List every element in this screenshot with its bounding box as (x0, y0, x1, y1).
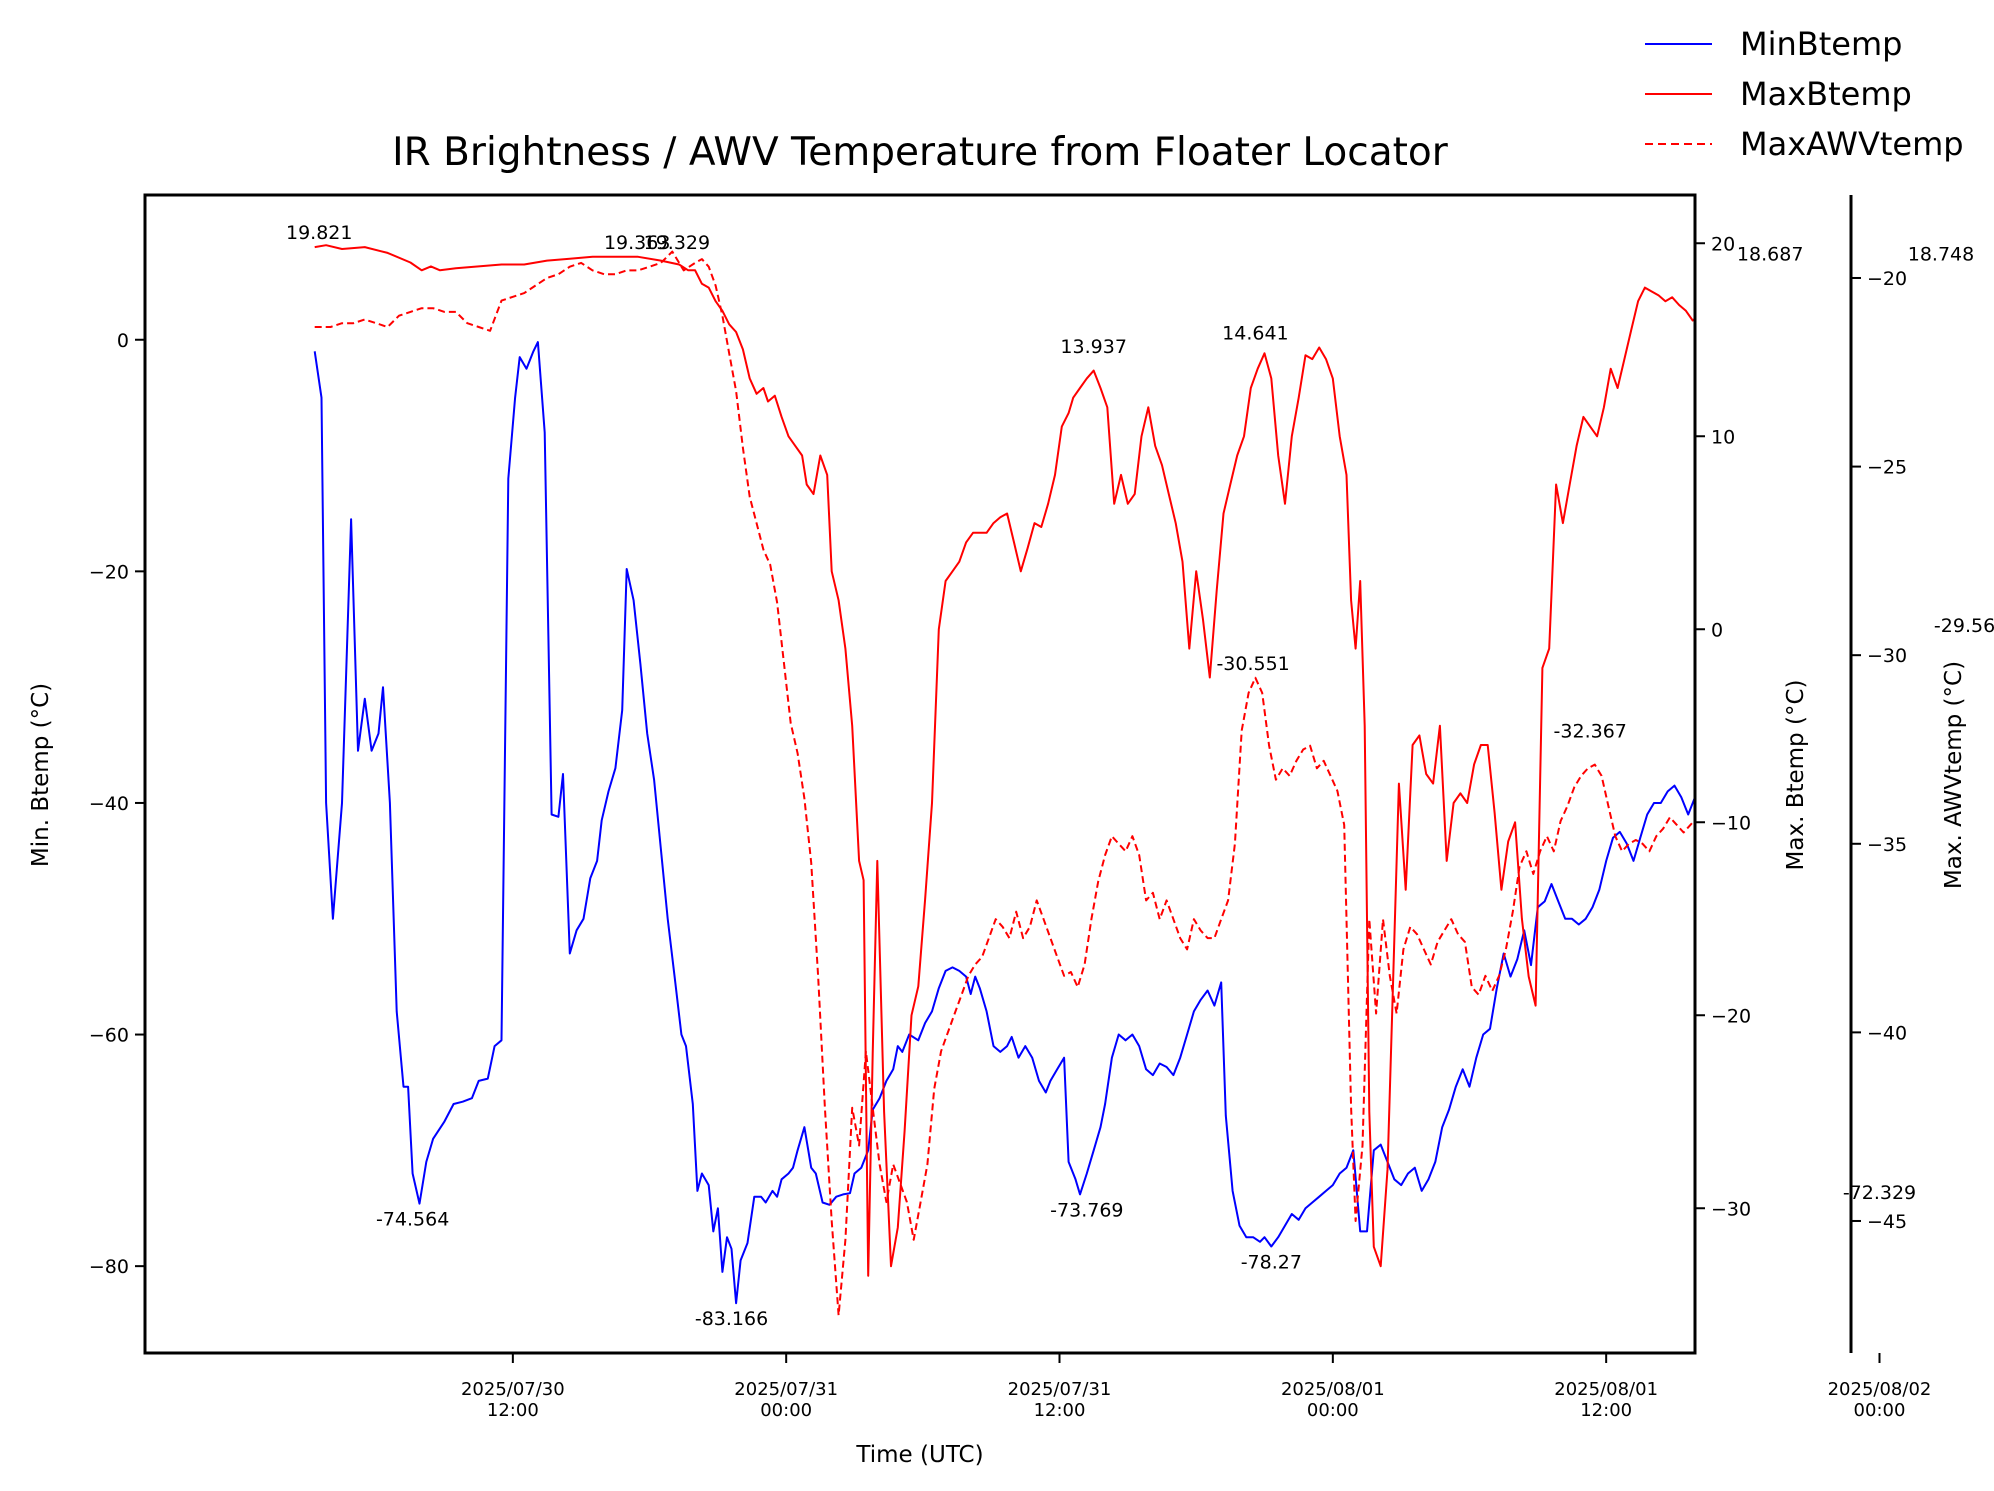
right-tick-label: −20 (1711, 1005, 1751, 1027)
far-right-axis-ticks: −20 −25 −30 −35 −40 −45 (1851, 268, 1907, 1233)
series-line-maxawvtemp (314, 250, 1695, 1317)
left-axis-label: Min. Btemp (°C) (28, 683, 54, 867)
left-tick-label: −40 (89, 793, 129, 815)
right-axis-label: Max. Btemp (°C) (1783, 680, 1809, 871)
left-axis-ticks: 0 −20 −40 −60 −80 (89, 330, 145, 1278)
legend-label-maxbtemp: MaxBtemp (1740, 75, 1912, 113)
plot-frame (143, 193, 1697, 1355)
data-label: -72.329 (1843, 1182, 1916, 1204)
far-right-tick-label: −40 (1867, 1022, 1907, 1044)
x-tick-label: 2025/08/01 00:00 (1281, 1379, 1385, 1421)
right-tick-label: 10 (1711, 426, 1735, 448)
data-label: 13.937 (1060, 336, 1126, 358)
right-axis-ticks: 20 10 0 −10 −20 −30 (1695, 233, 1751, 1220)
far-right-tick-label: −20 (1867, 268, 1907, 290)
data-label: 18.687 (1737, 243, 1803, 265)
data-label: 18.748 (1908, 243, 1974, 265)
far-right-tick-label: −45 (1867, 1211, 1907, 1233)
data-label: 14.641 (1222, 322, 1288, 344)
series-line-maxbtemp (314, 244, 1695, 1277)
data-label: -78.27 (1241, 1251, 1302, 1273)
x-tick-label: 2025/07/31 00:00 (734, 1379, 838, 1421)
x-axis-ticks: 2025/07/30 12:00 2025/07/31 00:00 2025/07/31… (461, 1353, 1931, 1421)
left-tick-label: −20 (89, 561, 129, 583)
series-line-minbtemp (313, 341, 1695, 1305)
legend-label-maxawvtemp: MaxAWVtemp (1740, 125, 1964, 163)
data-label: -30.551 (1216, 653, 1289, 675)
series-layer (313, 244, 1695, 1317)
right-tick-label: 20 (1711, 233, 1735, 255)
data-label: -29.562 (1934, 615, 1994, 637)
far-right-tick-label: −25 (1867, 457, 1907, 479)
far-right-tick-label: −30 (1867, 645, 1907, 667)
data-label: 19.363 (604, 232, 670, 254)
right-tick-label: 0 (1711, 619, 1723, 641)
data-label: -74.564 (376, 1209, 449, 1231)
right-tick-label: −30 (1711, 1198, 1751, 1220)
left-tick-label: 0 (117, 330, 129, 352)
x-tick-label: 2025/07/30 12:00 (461, 1379, 565, 1421)
legend: MinBtemp MaxBtemp MaxAWVtemp (1645, 25, 1964, 163)
data-label: -83.166 (695, 1308, 768, 1330)
far-right-tick-label: −35 (1867, 834, 1907, 856)
legend-label-minbtemp: MinBtemp (1740, 25, 1902, 63)
left-tick-label: −60 (89, 1025, 129, 1047)
x-tick-label: 2025/08/01 12:00 (1554, 1379, 1658, 1421)
data-label: -32.367 (1554, 721, 1627, 743)
left-tick-label: −80 (89, 1256, 129, 1278)
right-tick-label: −10 (1711, 812, 1751, 834)
x-tick-label: 2025/08/02 00:00 (1828, 1379, 1932, 1421)
far-right-axis-label: Max. AWVtemp (°C) (1941, 661, 1967, 889)
data-label: -73.769 (1050, 1199, 1123, 1221)
chart-title: IR Brightness / AWV Temperature from Flo… (392, 130, 1449, 175)
data-label: 19.329 (644, 232, 710, 254)
data-label: 19.821 (286, 222, 352, 244)
x-tick-label: 2025/07/31 12:00 (1008, 1379, 1112, 1421)
x-axis-label: Time (UTC) (855, 1442, 983, 1468)
